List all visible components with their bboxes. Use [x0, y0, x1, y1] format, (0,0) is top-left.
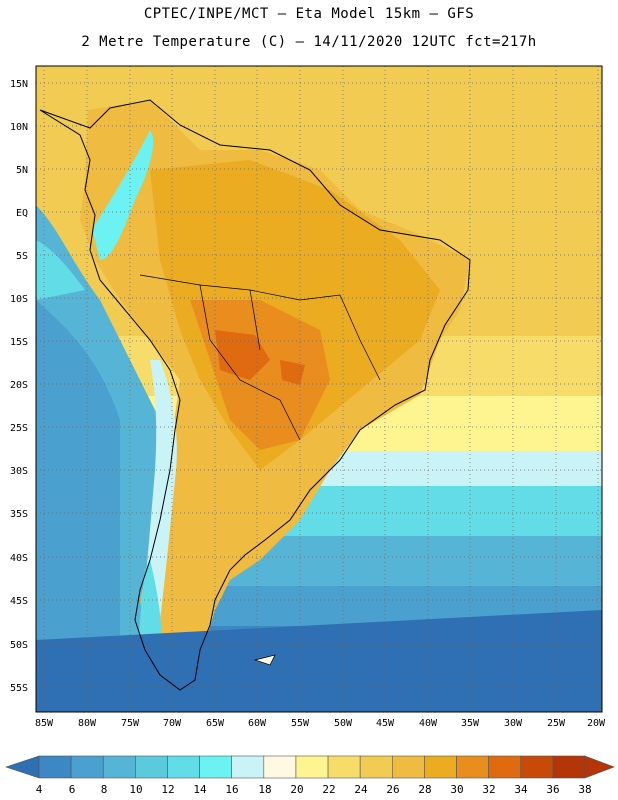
- legend-label: 38: [578, 783, 591, 796]
- lon-label: 60W: [248, 718, 267, 729]
- lon-label: 25W: [547, 718, 566, 729]
- legend-min-arrow: [5, 755, 40, 779]
- lat-label: 30S: [10, 466, 28, 477]
- lon-label: 45W: [376, 718, 395, 729]
- color-legend: [5, 755, 615, 779]
- lat-label: 15S: [10, 337, 28, 348]
- legend-label: 22: [322, 783, 335, 796]
- lat-label: 15N: [10, 79, 28, 90]
- lon-label: 35W: [461, 718, 480, 729]
- lat-label: 45S: [10, 596, 28, 607]
- legend-labels: 4 6 8 10 12 14 16 18 20 22 24 26 28 30 3…: [36, 783, 592, 796]
- lon-label: 75W: [121, 718, 140, 729]
- legend-label: 4: [36, 783, 43, 796]
- legend-swatch: [70, 755, 104, 779]
- legend-swatch: [391, 755, 425, 779]
- legend-label: 14: [193, 783, 207, 796]
- falkland-islands: [253, 654, 276, 666]
- lat-label: 10S: [10, 294, 28, 305]
- legend-swatch: [135, 755, 168, 779]
- lat-label: EQ: [16, 208, 28, 219]
- lon-label: 85W: [35, 718, 54, 729]
- legend-label: 36: [546, 783, 559, 796]
- legend-label: 16: [225, 783, 238, 796]
- legend-label: 24: [354, 783, 368, 796]
- lat-label: 40S: [10, 553, 28, 564]
- legend-swatch: [38, 755, 72, 779]
- lon-label: 70W: [163, 718, 182, 729]
- legend-swatch: [424, 755, 457, 779]
- lon-label: 80W: [78, 718, 97, 729]
- legend-swatch: [552, 755, 586, 779]
- legend-swatch: [231, 755, 265, 779]
- legend-label: 30: [450, 783, 463, 796]
- lon-label: 30W: [504, 718, 523, 729]
- legend-label: 18: [258, 783, 271, 796]
- latitude-axis: 15N 10N 5N EQ 5S 10S 15S 20S 25S 30S 35S…: [10, 79, 28, 694]
- lon-label: 20W: [587, 718, 606, 729]
- legend-label: 12: [161, 783, 174, 796]
- legend-swatch: [295, 755, 329, 779]
- legend-label: 8: [101, 783, 108, 796]
- legend-swatch: [263, 755, 297, 779]
- lat-label: 55S: [10, 683, 28, 694]
- lon-label: 50W: [334, 718, 353, 729]
- legend-label: 6: [69, 783, 76, 796]
- legend-label: 34: [514, 783, 528, 796]
- legend-swatch: [102, 755, 136, 779]
- south-america-coastline: [39, 99, 471, 691]
- legend-swatch: [359, 755, 393, 779]
- lat-label: 20S: [10, 380, 28, 391]
- lat-label: 5N: [16, 165, 28, 176]
- lat-label: 25S: [10, 423, 28, 434]
- legend-label: 28: [418, 783, 431, 796]
- country-borders: [139, 274, 381, 441]
- map-frame: [35, 65, 603, 713]
- legend-label: 32: [482, 783, 495, 796]
- lon-label: 65W: [206, 718, 225, 729]
- legend-max-arrow: [584, 755, 615, 779]
- legend-swatch: [488, 755, 522, 779]
- longitude-axis: 85W 80W 75W 70W 65W 60W 55W 50W 45W 40W …: [35, 718, 606, 729]
- legend-label: 20: [290, 783, 303, 796]
- legend-swatch: [199, 755, 233, 779]
- lat-label: 50S: [10, 640, 28, 651]
- lat-label: 5S: [16, 251, 28, 262]
- legend-label: 26: [386, 783, 399, 796]
- legend-swatch: [456, 755, 489, 779]
- legend-label: 10: [129, 783, 142, 796]
- temperature-field: [36, 66, 602, 712]
- legend-swatch: [520, 755, 554, 779]
- legend-swatch: [167, 755, 200, 779]
- lon-label: 40W: [419, 718, 438, 729]
- lat-label: 10N: [10, 122, 28, 133]
- legend-swatch: [327, 755, 361, 779]
- title-line-1: CPTEC/INPE/MCT – Eta Model 15km – GFS: [143, 6, 475, 22]
- lon-label: 55W: [291, 718, 310, 729]
- title-line-2: 2 Metre Temperature (C) – 14/11/2020 12U…: [81, 34, 537, 50]
- lat-label: 35S: [10, 509, 28, 520]
